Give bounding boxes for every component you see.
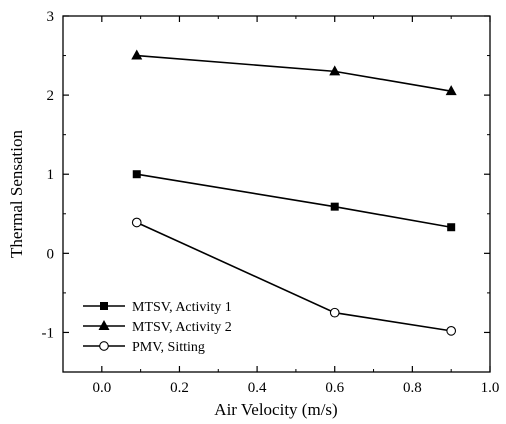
series-2 — [131, 49, 457, 96]
y-axis-title: Thermal Sensation — [7, 130, 26, 258]
ticks-layer: 0.0 0.2 0.4 0.6 0.8 1.0 -1 0 1 2 3 — [42, 9, 500, 396]
y-tick-label: 1 — [47, 167, 55, 183]
data-point — [329, 307, 340, 318]
x-axis-title: Air Velocity (m/s) — [214, 400, 337, 419]
series-line — [136, 54, 452, 92]
legend-label: MTSV, Activity 2 — [132, 320, 232, 335]
x-tick-label: 1.0 — [481, 380, 500, 396]
data-point — [329, 65, 341, 76]
legend-label: PMV, Sitting — [132, 340, 205, 355]
series-layer — [131, 49, 457, 336]
y-tick-label: 2 — [47, 88, 55, 104]
legend-item: PMV, Sitting — [83, 340, 205, 355]
data-point — [131, 49, 143, 60]
series-3 — [131, 217, 457, 336]
legend: MTSV, Activity 1 MTSV, Activity 2 PMV, Sit… — [83, 300, 232, 355]
y-tick-label: 3 — [47, 9, 55, 25]
legend-item: MTSV, Activity 2 — [83, 320, 232, 335]
x-tick-label: 0.4 — [248, 380, 267, 396]
y-tick-label: -1 — [42, 325, 55, 341]
data-point — [446, 326, 457, 336]
legend-marker — [100, 302, 108, 310]
legend-item: MTSV, Activity 1 — [83, 300, 232, 315]
series-line — [136, 173, 452, 229]
series-1 — [132, 170, 456, 232]
data-point — [447, 223, 456, 232]
data-point — [132, 170, 141, 179]
data-point — [445, 85, 457, 96]
data-point — [330, 202, 339, 211]
data-point — [131, 217, 142, 228]
y-tick-label: 0 — [47, 246, 55, 262]
x-tick-label: 0.2 — [170, 380, 189, 396]
legend-label: MTSV, Activity 1 — [132, 300, 232, 315]
legend-marker — [99, 341, 109, 351]
x-tick-label: 0.8 — [403, 380, 422, 396]
x-tick-label: 0.6 — [325, 380, 344, 396]
plot-frame — [62, 15, 491, 373]
x-tick-label: 0.0 — [92, 380, 111, 396]
legend-marker — [98, 320, 110, 330]
